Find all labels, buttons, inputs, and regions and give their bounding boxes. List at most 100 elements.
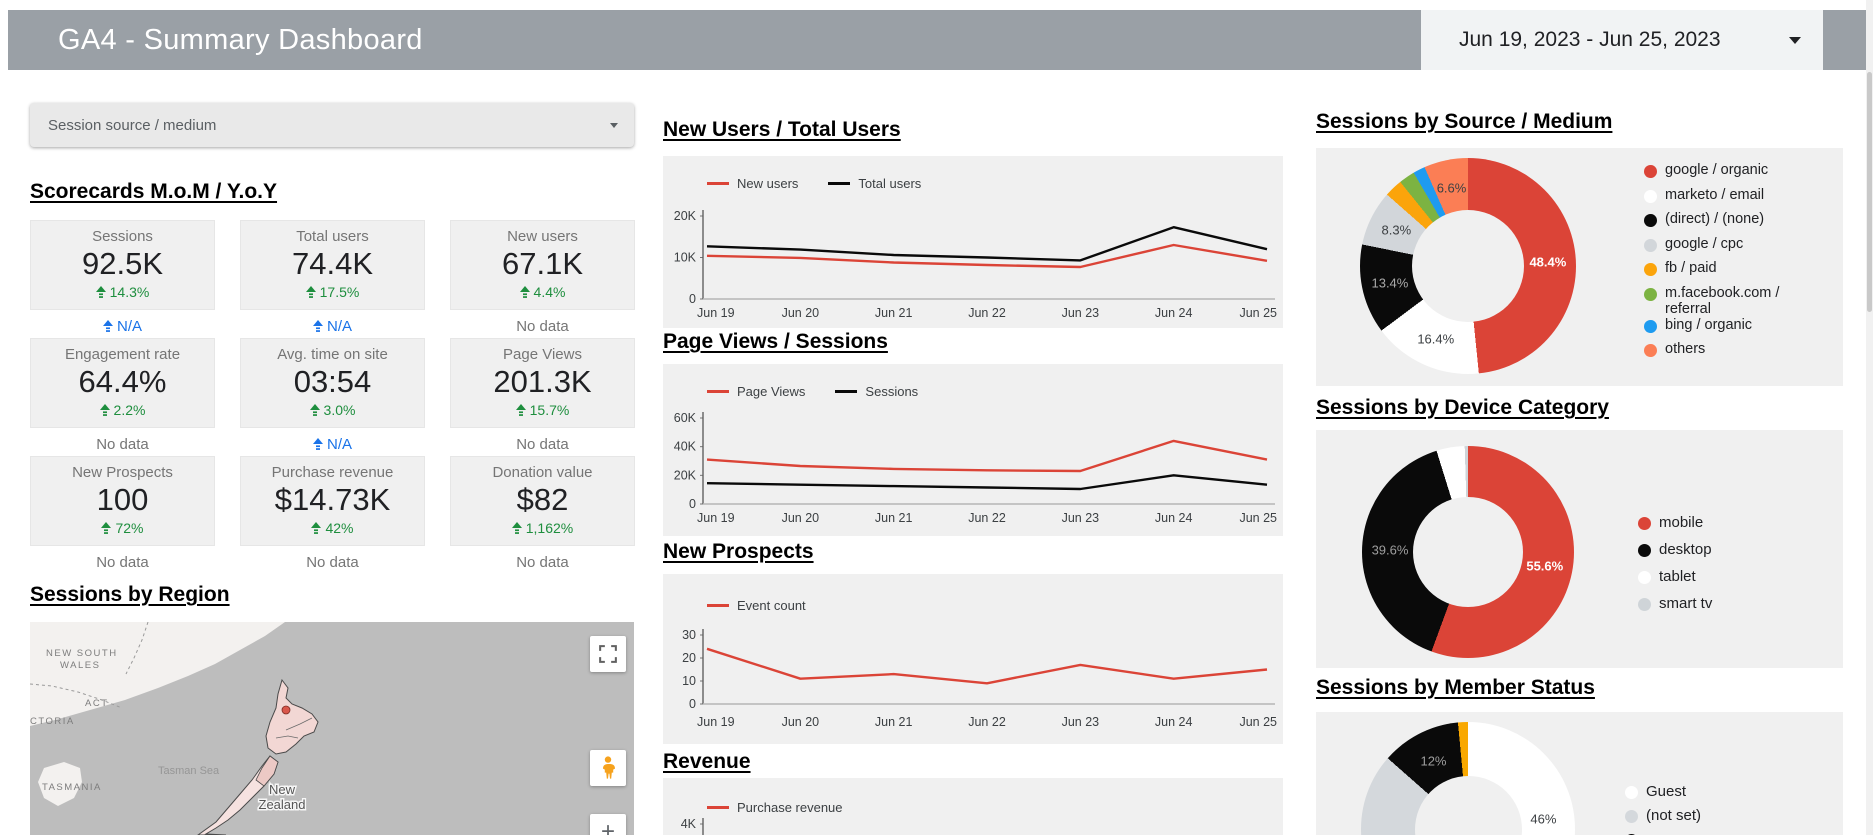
legend-item xyxy=(1625,831,1795,835)
donut-hole xyxy=(1414,775,1522,835)
donut-hole xyxy=(1413,497,1523,607)
legend-dot-swatch xyxy=(1644,319,1657,333)
legend-item: Event count xyxy=(707,598,806,613)
donut-slice-label: 55.6% xyxy=(1526,558,1564,574)
legend-item: Sessions xyxy=(835,384,918,399)
map-pegman-button[interactable] xyxy=(590,750,626,786)
svg-text:Jun 24: Jun 24 xyxy=(1155,306,1193,320)
legend-dot-swatch xyxy=(1644,263,1657,276)
source-medium-filter-dropdown[interactable]: Session source / medium xyxy=(30,103,634,147)
svg-text:20K: 20K xyxy=(674,468,697,482)
scorecard-card: Total users 74.4K 17.5% xyxy=(240,220,425,310)
chart-legend: Purchase revenue xyxy=(707,800,863,815)
scorecard-card: Engagement rate 64.4% 2.2% xyxy=(30,338,215,428)
donut-chart xyxy=(1360,158,1576,374)
sessions-by-region-heading: Sessions by Region xyxy=(30,583,230,606)
map-zoom-in-button[interactable]: + xyxy=(590,814,626,835)
legend-item: smart tv xyxy=(1638,595,1808,622)
donut-slice-label: 39.6% xyxy=(1371,542,1409,558)
revenue-heading: Revenue xyxy=(663,750,751,773)
scorecard-value: 201.3K xyxy=(493,364,592,399)
scorecards-heading: Scorecards M.o.M / Y.o.Y xyxy=(30,180,278,203)
scorecard-mom-delta: 14.3% xyxy=(31,284,214,300)
donut-slice-label: 48.4% xyxy=(1529,254,1567,270)
scorecard: Donation value $82 1,162% No data xyxy=(450,456,635,574)
scorecard: New Prospects 100 72% No data xyxy=(30,456,215,574)
region-map[interactable]: NEW SOUTH WALES ACT CTORIA TASMANIA Tasm… xyxy=(30,622,634,835)
legend-item: Total users xyxy=(828,176,921,191)
scorecard: Avg. time on site 03:54 3.0% N/A xyxy=(240,338,425,456)
scrollbar[interactable] xyxy=(1866,0,1873,835)
scorecard-yoy-delta: N/A xyxy=(240,314,425,338)
legend-label: google / cpc xyxy=(1665,235,1744,252)
legend-label: (not set) xyxy=(1646,807,1702,824)
up-arrow-icon xyxy=(101,521,112,534)
page-views-sessions-chart: 60K 40K 20K 0 Jun 19 Jun 20 Jun 21 Jun 22 Jun 23… xyxy=(663,364,1283,536)
up-arrow-icon xyxy=(312,437,323,450)
legend-label: Page Views xyxy=(737,384,806,399)
map-label-nz-line2: Zealand xyxy=(259,797,306,812)
svg-text:Jun 24: Jun 24 xyxy=(1155,511,1193,525)
legend-label: Guest xyxy=(1646,783,1687,800)
chart-legend: New users Total users xyxy=(707,176,941,191)
donut-hole xyxy=(1412,210,1524,322)
scorecard-mom-delta: 15.7% xyxy=(451,402,634,418)
scorecard-yoy-delta: No data xyxy=(516,553,569,571)
svg-text:10: 10 xyxy=(682,674,696,688)
svg-text:0: 0 xyxy=(689,292,696,306)
legend-item: (not set) xyxy=(1625,807,1795,831)
legend-line-swatch xyxy=(835,390,858,393)
scorecard-mom-delta: 1,162% xyxy=(451,520,634,536)
scrollbar-thumb[interactable] xyxy=(1867,72,1872,312)
legend-dot-swatch xyxy=(1638,598,1651,611)
legend-dot-swatch xyxy=(1644,344,1657,357)
legend-label: Sessions xyxy=(865,384,919,399)
svg-text:Jun 22: Jun 22 xyxy=(968,511,1006,525)
svg-text:Jun 23: Jun 23 xyxy=(1062,715,1100,729)
up-arrow-icon xyxy=(95,285,106,298)
donut-slice-label: 13.4% xyxy=(1371,275,1409,291)
svg-text:Jun 22: Jun 22 xyxy=(968,715,1006,729)
chevron-down-icon xyxy=(610,123,618,128)
chevron-down-icon xyxy=(1789,37,1801,44)
scorecard-label: Engagement rate xyxy=(64,346,181,363)
legend-item: google / cpc xyxy=(1644,236,1812,261)
scorecard: Total users 74.4K 17.5% N/A xyxy=(240,220,425,338)
map-label-nsw-line2: WALES xyxy=(60,660,100,671)
scorecard-yoy-delta: No data xyxy=(516,317,569,335)
line-chart-plot: 4K xyxy=(681,817,704,835)
svg-text:60K: 60K xyxy=(674,411,697,425)
legend-dot-swatch xyxy=(1638,571,1651,584)
svg-text:4K: 4K xyxy=(681,817,697,831)
sessions-by-source-medium-donut: 48.4% 16.4% 13.4% 8.3% 6.6% google / organic… xyxy=(1316,148,1843,386)
svg-text:Jun 20: Jun 20 xyxy=(782,715,820,729)
map-region-auckland xyxy=(281,705,291,715)
map-canvas: NEW SOUTH WALES ACT CTORIA TASMANIA Tasm… xyxy=(30,622,319,835)
scorecard-value: 100 xyxy=(96,482,149,517)
legend-item: desktop xyxy=(1638,541,1808,568)
legend-label: m.facebook.com / referral xyxy=(1665,284,1780,317)
chart-legend: Event count xyxy=(707,598,826,613)
scorecard-card: Purchase revenue $14.73K 42% xyxy=(240,456,425,546)
map-fullscreen-button[interactable] xyxy=(590,636,626,672)
legend-item: others xyxy=(1644,341,1812,366)
scorecard-mom-delta: 42% xyxy=(241,520,424,536)
scorecard-yoy-delta: No data xyxy=(306,553,359,571)
date-range-selector[interactable]: Jun 19, 2023 - Jun 25, 2023 xyxy=(1421,10,1823,70)
scorecard-value: 92.5K xyxy=(81,246,163,281)
chart-legend: google / organic marketo / email (direct… xyxy=(1644,162,1812,366)
scorecard-value: 74.4K xyxy=(291,246,373,281)
svg-text:Jun 19: Jun 19 xyxy=(697,715,735,729)
legend-line-swatch xyxy=(707,604,729,607)
legend-line-swatch xyxy=(828,182,851,185)
svg-text:Jun 24: Jun 24 xyxy=(1155,715,1193,729)
legend-line-swatch xyxy=(707,182,729,185)
up-arrow-icon xyxy=(102,319,113,332)
legend-item: (direct) / (none) xyxy=(1644,211,1812,236)
legend-label: marketo / email xyxy=(1665,186,1765,203)
legend-label: fb / paid xyxy=(1665,260,1717,276)
legend-label: desktop xyxy=(1659,541,1712,558)
svg-text:20: 20 xyxy=(682,651,696,665)
new-prospects-chart: 30 20 10 0 Jun 19 Jun 20 Jun 21 Jun 22 Jun 23 Jun… xyxy=(663,574,1283,744)
